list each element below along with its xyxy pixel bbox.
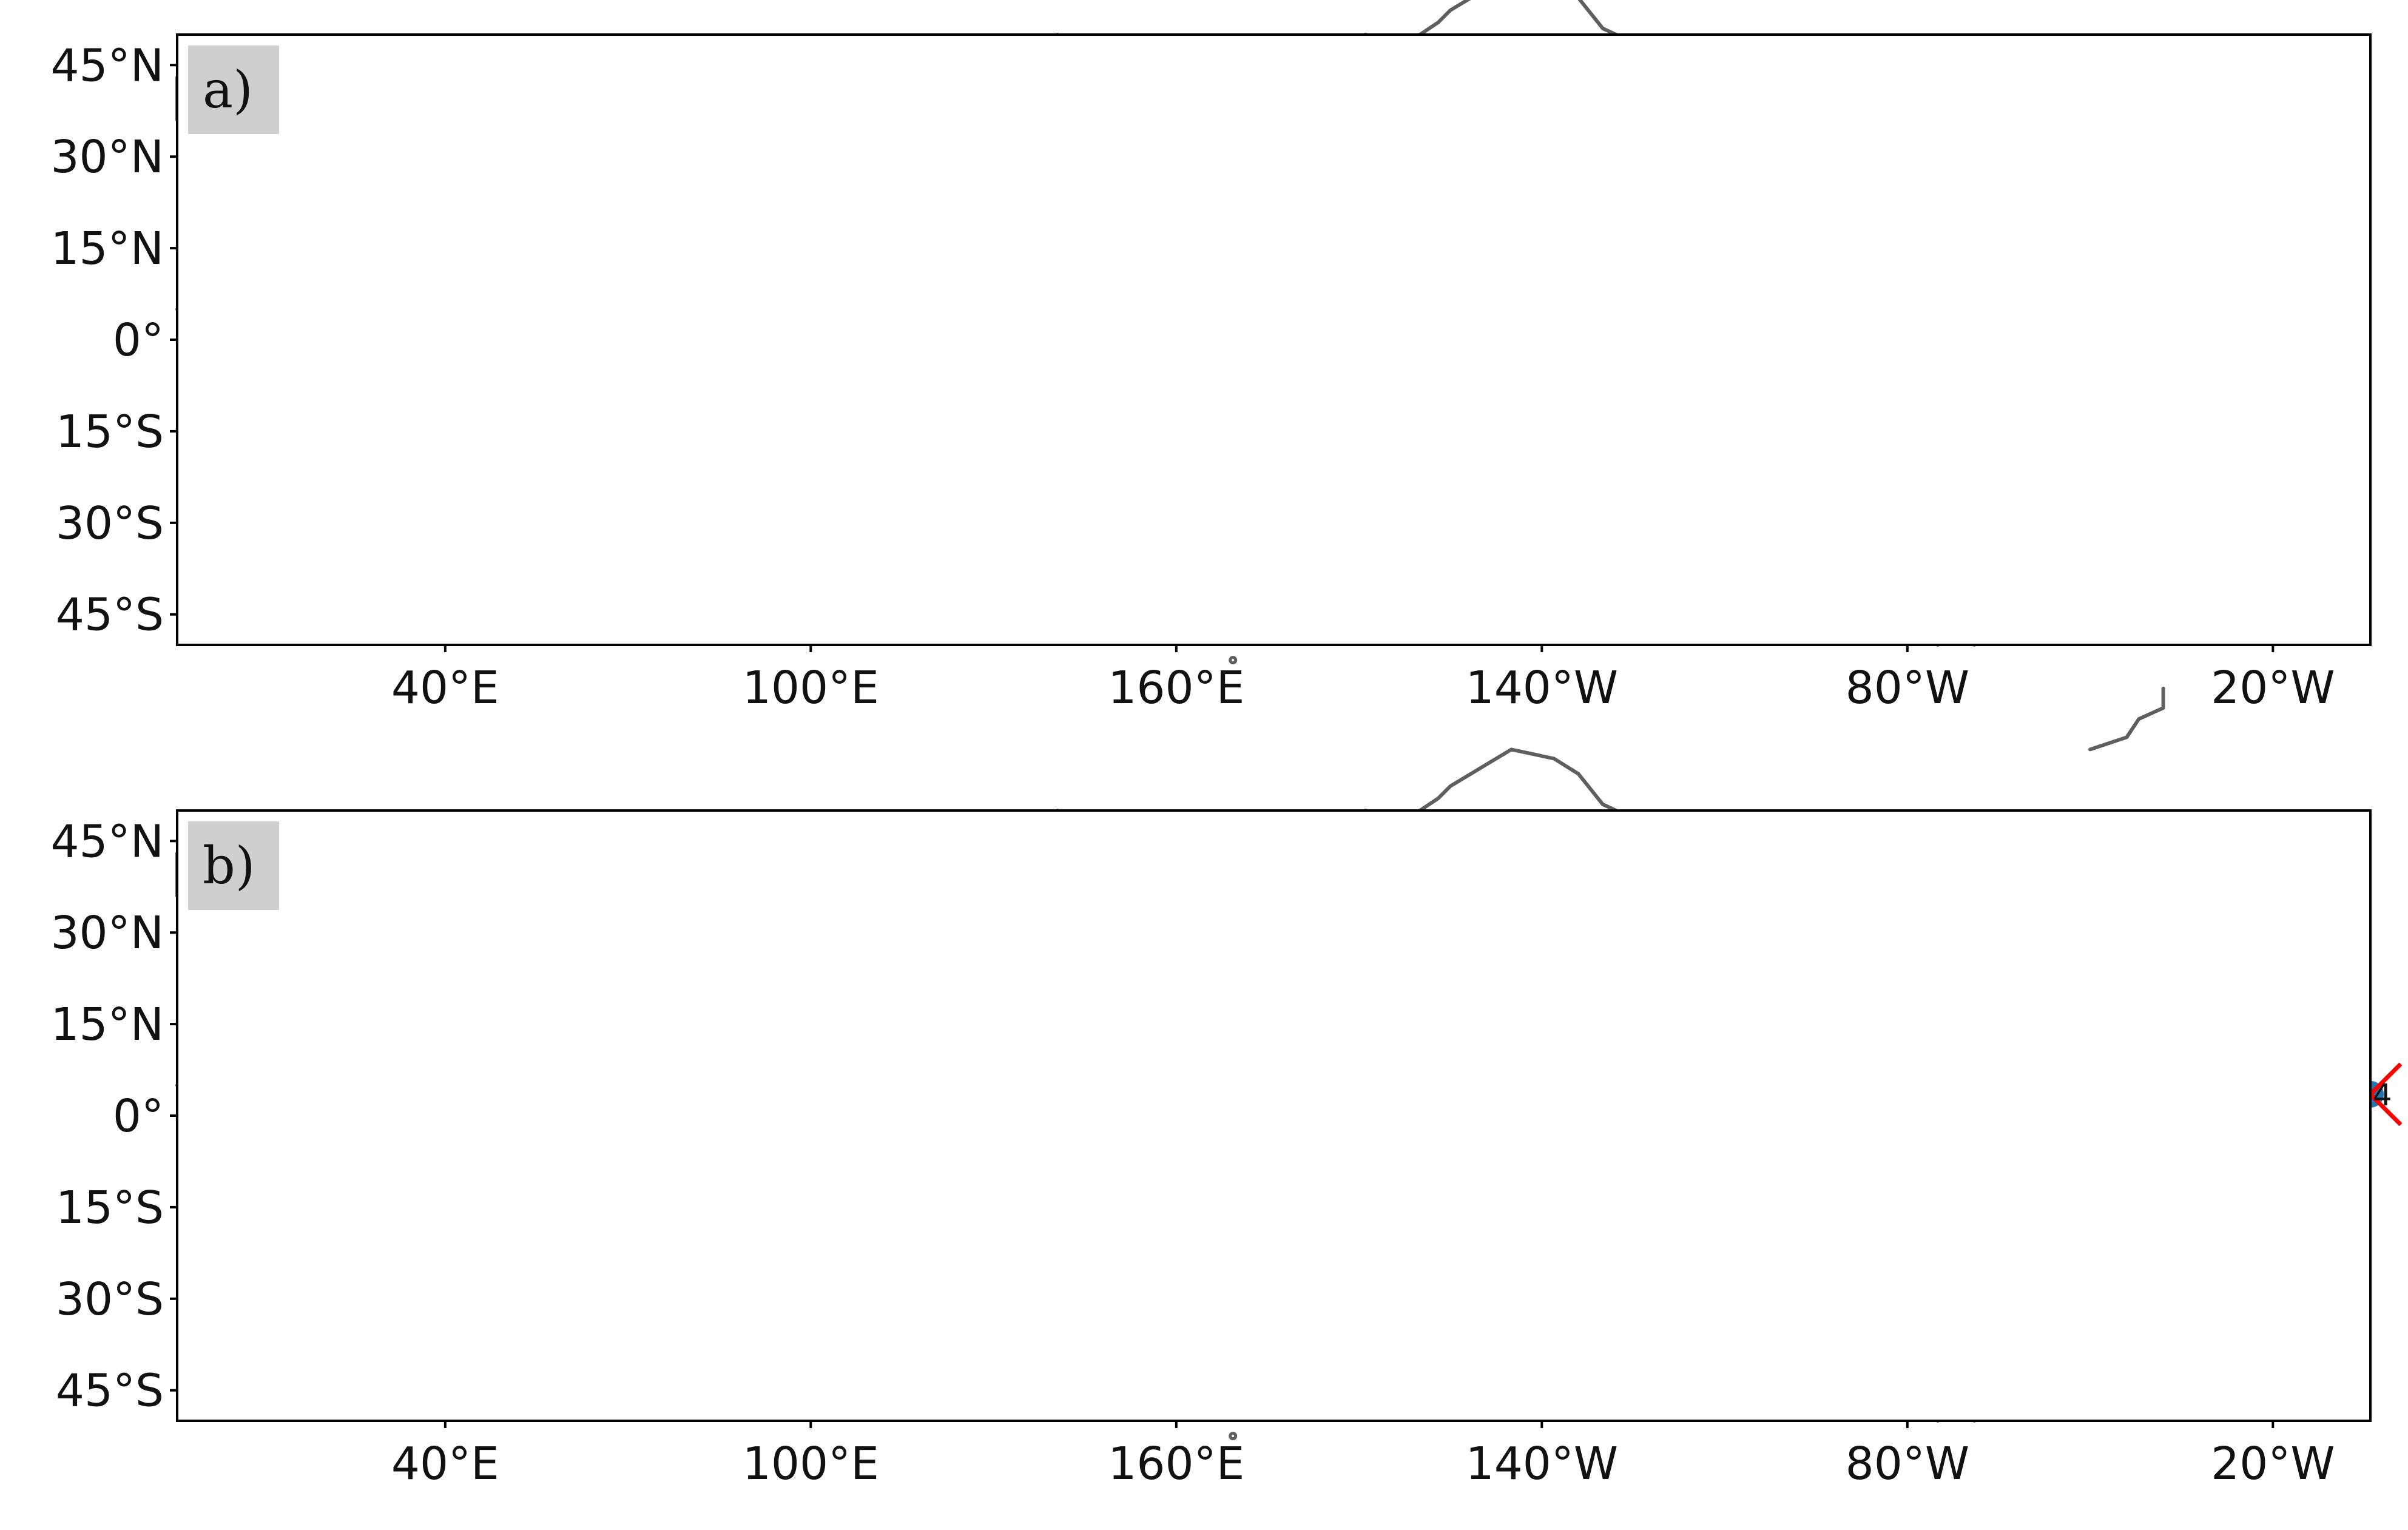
coastline [2090, 689, 2163, 750]
plot-frame [177, 35, 2370, 645]
x-tick-label: 100°E [743, 1438, 879, 1490]
x-tick-label: 140°W [1466, 662, 1618, 714]
y-tick-label: 45°N [50, 815, 164, 868]
y-tick-label: 30°S [56, 497, 164, 550]
x-tick-label: 80°W [1846, 662, 1969, 714]
x-tick-label: 40°E [391, 662, 499, 714]
y-tick-label: 30°S [56, 1273, 164, 1326]
y-tick-label: 45°S [56, 589, 164, 641]
y-tick-label: 30°N [50, 907, 164, 959]
x-tick-label: 160°E [1108, 662, 1244, 714]
y-tick-label: 15°N [50, 999, 164, 1051]
x-tick-label: 100°E [743, 662, 879, 714]
panel-label: a) [203, 60, 253, 120]
y-tick-label: 45°N [50, 39, 164, 92]
y-tick-label: 0° [113, 314, 164, 366]
x-tick-label: 160°E [1108, 1438, 1244, 1490]
plot-frame [177, 810, 2370, 1421]
y-tick-label: 0° [113, 1090, 164, 1142]
panel-b: 040440°E100°E160°E140°W80°W20°W45°N30°N1… [50, 689, 2401, 1490]
panel-a: 09110312120401100105040440°E100°E160°E14… [50, 0, 2370, 714]
x-tick-label: 40°E [391, 1438, 499, 1490]
y-tick-label: 15°N [50, 223, 164, 275]
y-tick-label: 45°S [56, 1365, 164, 1417]
y-tick-label: 15°S [56, 406, 164, 458]
panel-label: b) [203, 836, 255, 895]
y-tick-label: 15°S [56, 1182, 164, 1234]
y-tick-label: 30°N [50, 131, 164, 183]
x-tick-label: 140°W [1466, 1438, 1618, 1490]
x-tick-label: 80°W [1846, 1438, 1969, 1490]
x-tick-label: 20°W [2211, 1438, 2335, 1490]
x-tick-label: 20°W [2211, 662, 2335, 714]
